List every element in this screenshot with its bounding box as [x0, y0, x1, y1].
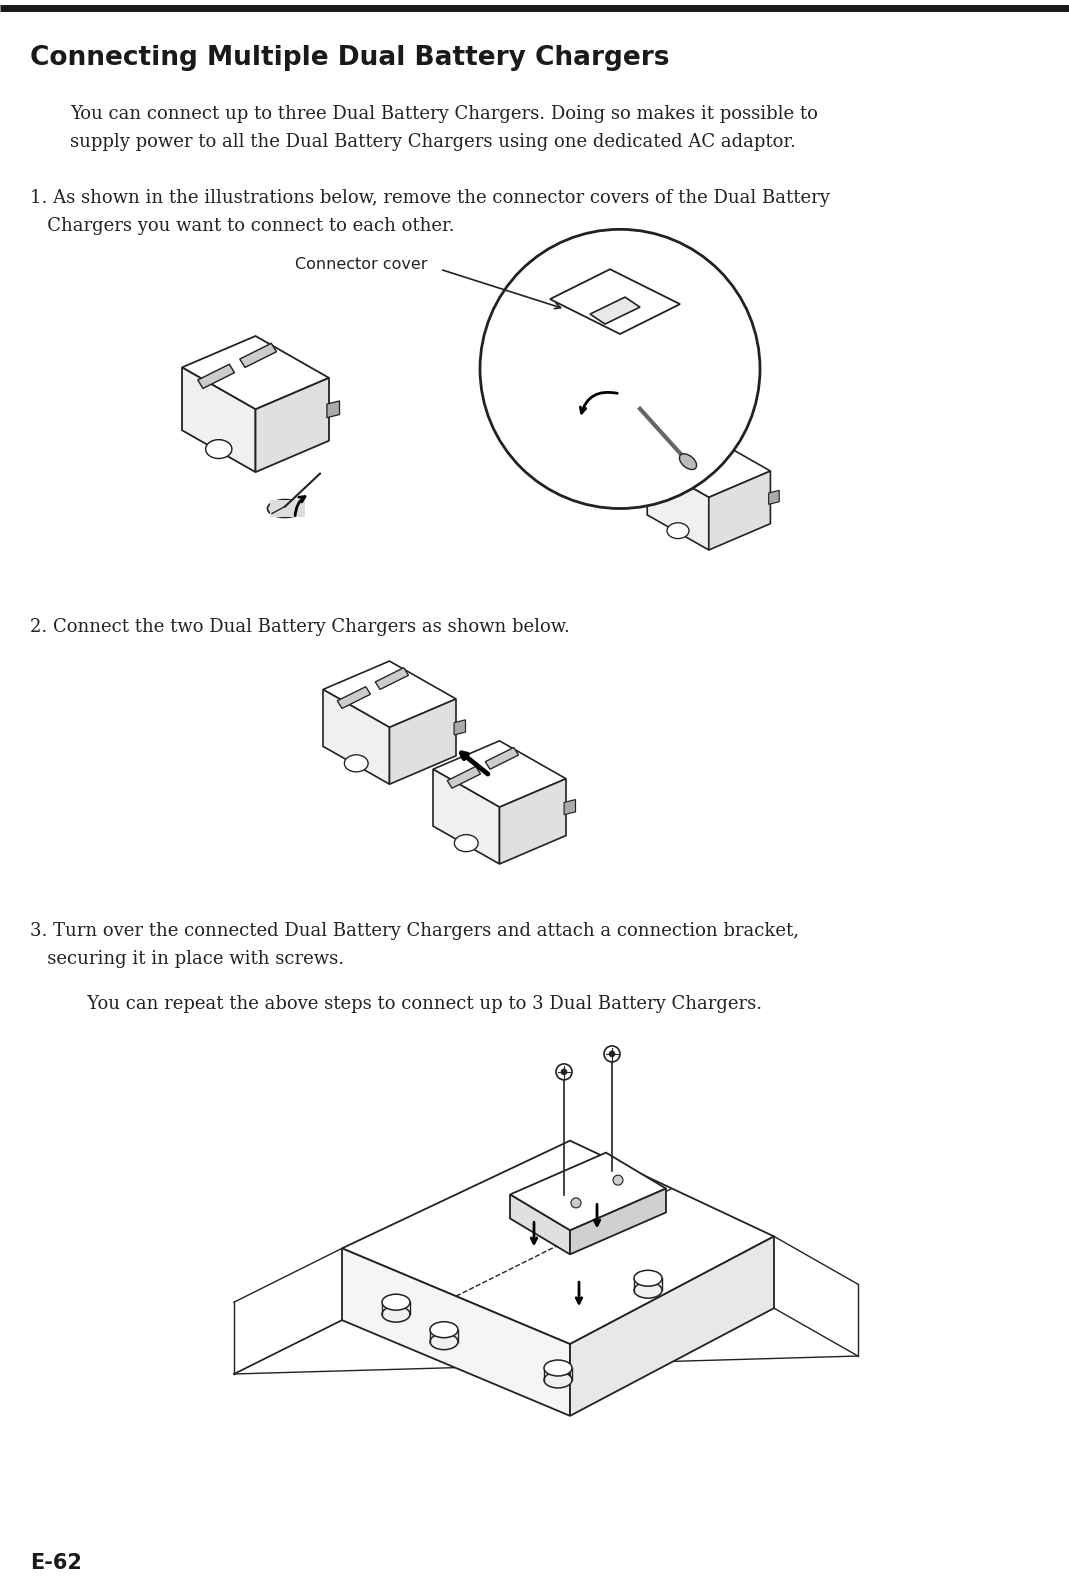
Text: E-62: E-62 — [30, 1553, 82, 1573]
Polygon shape — [327, 401, 340, 418]
Polygon shape — [570, 1237, 774, 1415]
Polygon shape — [647, 462, 709, 551]
Circle shape — [609, 1051, 615, 1057]
Polygon shape — [239, 344, 277, 368]
Ellipse shape — [680, 454, 697, 470]
Ellipse shape — [430, 1322, 458, 1338]
Text: securing it in place with screws.: securing it in place with screws. — [30, 950, 344, 969]
Text: Connecting Multiple Dual Battery Chargers: Connecting Multiple Dual Battery Charger… — [30, 44, 669, 71]
Polygon shape — [564, 800, 575, 814]
Ellipse shape — [544, 1360, 572, 1376]
Polygon shape — [255, 377, 329, 472]
Circle shape — [613, 1176, 623, 1185]
Polygon shape — [696, 442, 727, 462]
Polygon shape — [389, 699, 456, 784]
Polygon shape — [375, 667, 408, 690]
Polygon shape — [198, 365, 234, 388]
Text: You can connect up to three Dual Battery Chargers. Doing so makes it possible to: You can connect up to three Dual Battery… — [69, 104, 818, 123]
Polygon shape — [485, 748, 518, 768]
Ellipse shape — [454, 835, 478, 852]
Polygon shape — [182, 368, 255, 472]
Polygon shape — [549, 270, 680, 335]
Ellipse shape — [430, 1333, 458, 1349]
Polygon shape — [709, 470, 771, 551]
Text: You can repeat the above steps to connect up to 3 Dual Battery Chargers.: You can repeat the above steps to connec… — [69, 996, 762, 1013]
Ellipse shape — [544, 1371, 572, 1389]
Polygon shape — [323, 661, 456, 727]
Polygon shape — [182, 336, 329, 409]
Polygon shape — [454, 720, 465, 735]
Polygon shape — [342, 1141, 774, 1344]
Text: 3. Turn over the connected Dual Battery Chargers and attach a connection bracket: 3. Turn over the connected Dual Battery … — [30, 922, 799, 940]
Ellipse shape — [382, 1307, 410, 1322]
Polygon shape — [510, 1152, 666, 1231]
Polygon shape — [647, 436, 771, 497]
Polygon shape — [447, 767, 480, 787]
Ellipse shape — [267, 500, 303, 518]
Polygon shape — [337, 686, 371, 709]
Polygon shape — [769, 491, 779, 505]
Text: Connector cover: Connector cover — [295, 257, 428, 273]
Ellipse shape — [205, 440, 232, 459]
Circle shape — [561, 1068, 567, 1075]
Text: 2. Connect the two Dual Battery Chargers as shown below.: 2. Connect the two Dual Battery Chargers… — [30, 619, 570, 636]
Text: 1. As shown in the illustrations below, remove the connector covers of the Dual : 1. As shown in the illustrations below, … — [30, 189, 830, 207]
Ellipse shape — [634, 1283, 662, 1299]
Circle shape — [480, 229, 760, 508]
Polygon shape — [342, 1248, 570, 1415]
Bar — [270, 500, 305, 518]
Polygon shape — [433, 740, 566, 806]
Polygon shape — [570, 1188, 666, 1255]
Text: Chargers you want to connect to each other.: Chargers you want to connect to each oth… — [30, 218, 454, 235]
Circle shape — [556, 1064, 572, 1079]
Text: supply power to all the Dual Battery Chargers using one dedicated AC adaptor.: supply power to all the Dual Battery Cha… — [69, 133, 796, 150]
Ellipse shape — [382, 1294, 410, 1310]
Polygon shape — [510, 1195, 570, 1255]
Circle shape — [571, 1198, 580, 1207]
Polygon shape — [433, 768, 499, 865]
Ellipse shape — [667, 522, 690, 538]
Polygon shape — [499, 778, 566, 865]
Polygon shape — [323, 690, 389, 784]
Polygon shape — [661, 459, 692, 480]
Ellipse shape — [634, 1270, 662, 1286]
Circle shape — [604, 1046, 620, 1062]
Polygon shape — [590, 297, 640, 323]
Ellipse shape — [344, 754, 368, 772]
